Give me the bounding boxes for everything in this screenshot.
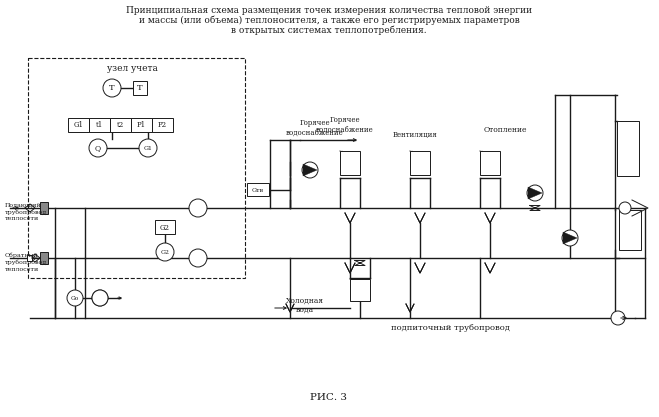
Text: узел учета: узел учета: [107, 63, 158, 73]
Bar: [619, 210, 641, 250]
Circle shape: [67, 290, 83, 306]
Text: Q: Q: [95, 144, 101, 152]
Text: P1: P1: [137, 121, 146, 129]
Bar: [68, 118, 89, 132]
Text: Горячее
водоснабжение: Горячее водоснабжение: [316, 116, 374, 133]
Text: G2: G2: [160, 224, 170, 232]
Text: Подающий
трубопровод
теплосети: Подающий трубопровод теплосети: [5, 203, 47, 221]
Circle shape: [527, 185, 543, 201]
Text: Обратный
трубопровод
теплосети: Обратный трубопровод теплосети: [5, 253, 47, 271]
Polygon shape: [563, 232, 577, 244]
Text: подпиточный трубопровод: подпиточный трубопровод: [391, 324, 509, 332]
Text: Gтв: Gтв: [252, 188, 264, 193]
Circle shape: [189, 249, 207, 267]
Bar: [27, 255, 32, 261]
Bar: [28, 58, 245, 278]
Bar: [247, 183, 269, 196]
Circle shape: [139, 139, 157, 157]
Text: Холодная
вода: Холодная вода: [286, 296, 324, 314]
Bar: [617, 121, 639, 176]
Bar: [155, 220, 175, 234]
Text: Принципиальная схема размещения точек измерения количества тепловой энергии: Принципиальная схема размещения точек из…: [126, 5, 532, 15]
Circle shape: [92, 290, 108, 306]
Bar: [350, 279, 370, 301]
Text: t2: t2: [117, 121, 124, 129]
Circle shape: [619, 202, 631, 214]
Text: РИС. 3: РИС. 3: [310, 392, 347, 402]
Text: G1: G1: [144, 146, 152, 151]
Circle shape: [302, 162, 318, 178]
Circle shape: [156, 243, 174, 261]
Bar: [89, 118, 110, 132]
Text: P2: P2: [158, 121, 167, 129]
Bar: [133, 81, 147, 95]
Circle shape: [562, 230, 578, 246]
Text: T: T: [109, 84, 115, 92]
Circle shape: [189, 199, 207, 217]
Text: Gо: Gо: [71, 296, 79, 301]
Text: в открытых системах теплопотребления.: в открытых системах теплопотребления.: [231, 25, 427, 35]
Bar: [340, 151, 360, 175]
Bar: [40, 252, 48, 264]
Bar: [410, 151, 430, 175]
Text: T: T: [137, 84, 143, 92]
Text: Вентиляция: Вентиляция: [393, 131, 438, 139]
Circle shape: [89, 139, 107, 157]
Bar: [480, 151, 500, 175]
Bar: [131, 118, 152, 132]
Text: и массы (или объема) теплоносителя, а также его регистрируемых параметров: и массы (или объема) теплоносителя, а та…: [138, 15, 519, 25]
Polygon shape: [303, 164, 317, 176]
Text: G1: G1: [74, 121, 84, 129]
Polygon shape: [528, 187, 542, 199]
Text: G2: G2: [161, 249, 169, 254]
Bar: [152, 118, 173, 132]
Circle shape: [92, 290, 108, 306]
Bar: [110, 118, 131, 132]
Circle shape: [103, 79, 121, 97]
Bar: [40, 202, 48, 214]
Text: Отопление: Отопление: [483, 126, 527, 134]
Circle shape: [611, 311, 625, 325]
Text: Горячее
водоснабжение: Горячее водоснабжение: [286, 119, 344, 137]
Text: t1: t1: [96, 121, 103, 129]
